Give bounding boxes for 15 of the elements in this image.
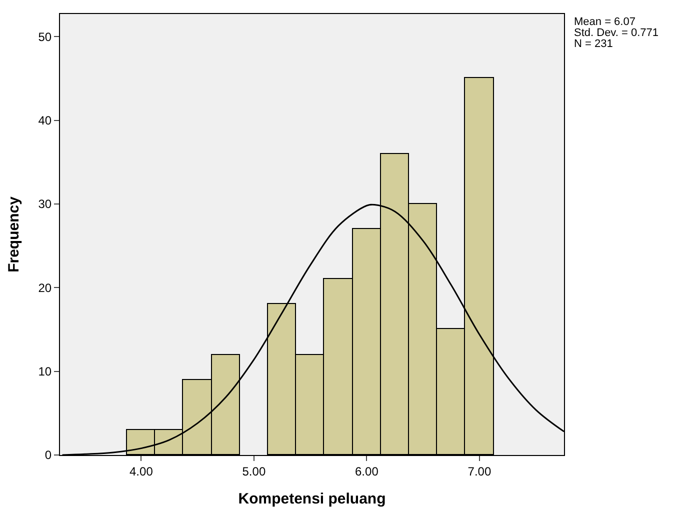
- text: Std. Dev. = 0.771: [574, 27, 658, 39]
- x-tick-label: 4.00: [130, 464, 154, 478]
- y-tick-label: 10: [38, 364, 52, 379]
- y-tick-label: 20: [38, 280, 52, 295]
- x-axis-title: Kompetensi peluang: [238, 490, 386, 508]
- y-axis-title: Frequency: [5, 196, 22, 272]
- text: Mean = 6.07: [574, 16, 636, 28]
- text: N = 231: [574, 38, 613, 50]
- y-tick-label: 50: [38, 30, 52, 44]
- y-tick-label: 40: [38, 113, 52, 128]
- y-tick-label: 0: [44, 448, 52, 462]
- x-tick-label: 5.00: [242, 464, 266, 478]
- x-tick-label: 7.00: [468, 464, 492, 478]
- x-tick-label: 6.00: [355, 464, 379, 478]
- y-tick-label: 30: [38, 197, 52, 212]
